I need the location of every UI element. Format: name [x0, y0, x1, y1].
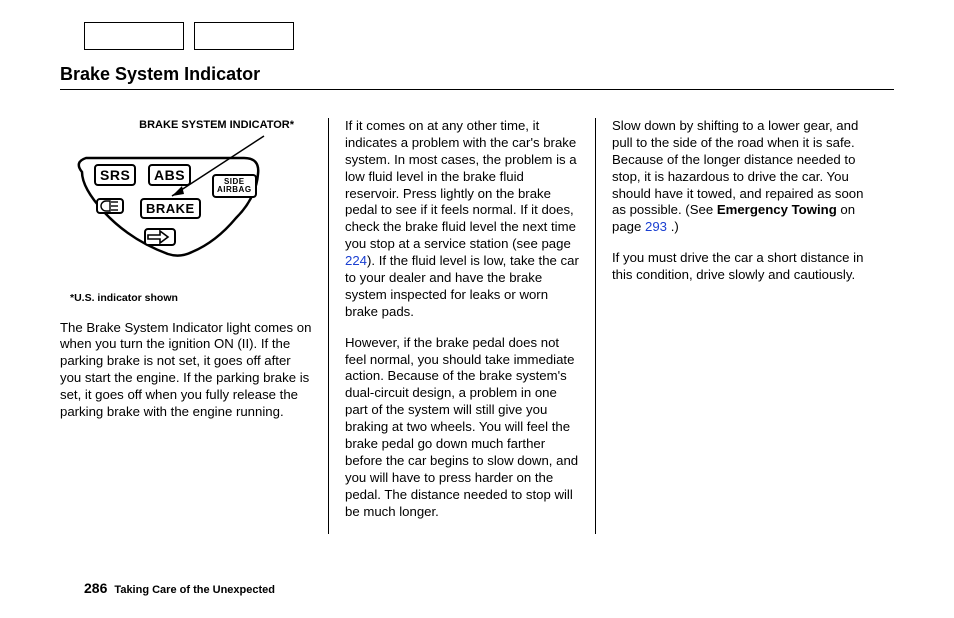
diagram-caption: BRAKE SYSTEM INDICATOR*: [60, 118, 312, 132]
indicator-diagram: SRS ABS SIDEAIRBAG BRAKE: [64, 134, 304, 284]
col2-para2: However, if the brake pedal does not fee…: [345, 335, 579, 521]
page-footer: 286 Taking Care of the Unexpected: [84, 580, 275, 596]
content-columns: BRAKE SYSTEM INDICATOR* SRS ABS SIDEAIRB…: [60, 118, 894, 534]
section-name: Taking Care of the Unexpected: [114, 584, 275, 596]
col2-para1: If it comes on at any other time, it ind…: [345, 118, 579, 321]
abs-indicator-icon: ABS: [148, 164, 191, 186]
col2-p1-text-a: If it comes on at any other time, it ind…: [345, 118, 577, 251]
page: Brake System Indicator BRAKE SYSTEM INDI…: [0, 0, 954, 618]
header-tabs: [84, 22, 894, 50]
column-2: If it comes on at any other time, it ind…: [328, 118, 596, 534]
tab-box-2[interactable]: [194, 22, 294, 50]
emergency-towing-ref: Emergency Towing: [717, 202, 837, 217]
col2-p1-text-b: ). If the fluid level is low, take the c…: [345, 253, 579, 319]
turn-signal-indicator-icon: [144, 228, 176, 246]
title-rule: [60, 89, 894, 90]
col3-p1-text-c: .): [667, 219, 679, 234]
page-number: 286: [84, 580, 107, 596]
tab-box-1[interactable]: [84, 22, 184, 50]
page-title: Brake System Indicator: [60, 64, 894, 85]
col3-para2: If you must drive the car a short distan…: [612, 250, 864, 284]
side-airbag-indicator-icon: SIDEAIRBAG: [212, 174, 257, 198]
col1-para1: The Brake System Indicator light comes o…: [60, 320, 312, 421]
column-3: Slow down by shifting to a lower gear, a…: [596, 118, 864, 534]
headlight-indicator-icon: [96, 198, 124, 214]
brake-indicator-icon: BRAKE: [140, 198, 201, 219]
column-1: BRAKE SYSTEM INDICATOR* SRS ABS SIDEAIRB…: [60, 118, 328, 534]
diagram-footnote: *U.S. indicator shown: [70, 292, 312, 305]
page-link-293[interactable]: 293: [645, 219, 667, 234]
srs-indicator-icon: SRS: [94, 164, 136, 186]
page-link-224[interactable]: 224: [345, 253, 367, 268]
col3-para1: Slow down by shifting to a lower gear, a…: [612, 118, 864, 236]
